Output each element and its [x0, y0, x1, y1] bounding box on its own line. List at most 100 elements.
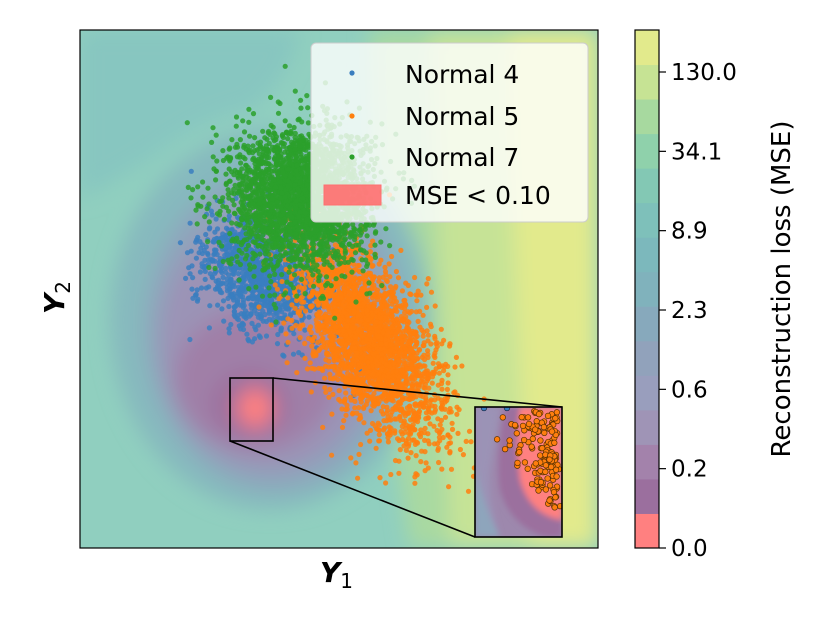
- scatter-point: [268, 279, 273, 284]
- scatter-point: [437, 435, 442, 440]
- scatter-point: [208, 271, 213, 276]
- scatter-point: [398, 248, 403, 253]
- scatter-point: [303, 291, 308, 296]
- scatter-point: [365, 360, 370, 365]
- scatter-point: [423, 416, 428, 421]
- scatter-point: [388, 320, 393, 325]
- scatter-point: [360, 395, 365, 400]
- scatter-point: [309, 366, 314, 371]
- scatter-point: [356, 243, 361, 248]
- scatter-point: [382, 265, 387, 270]
- scatter-point: [361, 286, 366, 291]
- scatter-point: [348, 372, 353, 377]
- scatter-point: [258, 335, 263, 340]
- scatter-point: [246, 296, 251, 301]
- scatter-point: [210, 125, 215, 130]
- scatter-point: [459, 363, 464, 368]
- scatter-point: [394, 416, 399, 421]
- scatter-point: [468, 439, 473, 444]
- scatter-point: [364, 337, 369, 342]
- scatter-point: [420, 402, 425, 407]
- scatter-point: [432, 441, 437, 446]
- scatter-point: [216, 240, 221, 245]
- scatter-point: [303, 281, 308, 286]
- scatter-point: [375, 354, 380, 359]
- scatter-point: [446, 484, 451, 489]
- scatter-point: [414, 309, 419, 314]
- scatter-point: [418, 393, 423, 398]
- scatter-point: [445, 387, 450, 392]
- scatter-point: [347, 349, 352, 354]
- scatter-point: [215, 211, 220, 216]
- scatter-point: [395, 379, 400, 384]
- scatter-point: [231, 172, 236, 177]
- scatter-point: [289, 302, 294, 307]
- scatter-point: [328, 290, 333, 295]
- scatter-point: [202, 214, 207, 219]
- scatter-point: [409, 347, 414, 352]
- scatter-point: [354, 371, 359, 376]
- scatter-point: [291, 352, 296, 357]
- scatter-point: [335, 285, 340, 290]
- scatter-point: [384, 291, 389, 296]
- scatter-point: [417, 409, 422, 414]
- scatter-point: [387, 243, 392, 248]
- scatter-point: [414, 453, 419, 458]
- scatter-point: [207, 325, 212, 330]
- scatter-point: [365, 233, 370, 238]
- scatter-point: [251, 274, 256, 279]
- scatter-point: [393, 393, 398, 398]
- scatter-point: [189, 169, 194, 174]
- scatter-point: [388, 348, 393, 353]
- scatter-point: [306, 315, 311, 320]
- scatter-point: [388, 432, 393, 437]
- scatter-point: [452, 364, 457, 369]
- scatter-point: [430, 381, 435, 386]
- scatter-point: [335, 330, 340, 335]
- scatter-point: [276, 111, 281, 116]
- scatter-point: [298, 335, 303, 340]
- scatter-point: [205, 252, 210, 257]
- scatter-point: [445, 432, 450, 437]
- scatter-point: [394, 369, 399, 374]
- scatter-point: [384, 398, 389, 403]
- scatter-point: [405, 366, 410, 371]
- scatter-point: [240, 322, 245, 327]
- scatter-point: [340, 303, 345, 308]
- scatter-point: [367, 439, 372, 444]
- scatter-point: [449, 467, 454, 472]
- scatter-point: [244, 332, 249, 337]
- scatter-point: [357, 343, 362, 348]
- scatter-point: [340, 362, 345, 367]
- scatter-point: [431, 424, 436, 429]
- scatter-point: [209, 259, 214, 264]
- scatter-point: [394, 309, 399, 314]
- scatter-point: [207, 226, 212, 231]
- scatter-point: [329, 453, 334, 458]
- scatter-point: [411, 368, 416, 373]
- scatter-point: [231, 291, 236, 296]
- scatter-point: [394, 330, 399, 335]
- scatter-point: [187, 337, 192, 342]
- scatter-point: [186, 265, 191, 270]
- scatter-point: [384, 342, 389, 347]
- scatter-point: [425, 352, 430, 357]
- scatter-point: [299, 305, 304, 310]
- scatter-point: [363, 366, 368, 371]
- scatter-point: [379, 283, 384, 288]
- scatter-point: [422, 438, 427, 443]
- scatter-point: [314, 317, 319, 322]
- scatter-point: [386, 375, 391, 380]
- scatter-point: [353, 299, 358, 304]
- scatter-point: [412, 275, 417, 280]
- scatter-point: [365, 393, 370, 398]
- scatter-point: [323, 390, 328, 395]
- scatter-point: [269, 322, 274, 327]
- scatter-point: [394, 269, 399, 274]
- scatter-point: [353, 275, 358, 280]
- scatter-point: [330, 265, 335, 270]
- scatter-point: [267, 311, 272, 316]
- scatter-point: [250, 251, 255, 256]
- scatter-point: [412, 481, 417, 486]
- scatter-point: [407, 426, 412, 431]
